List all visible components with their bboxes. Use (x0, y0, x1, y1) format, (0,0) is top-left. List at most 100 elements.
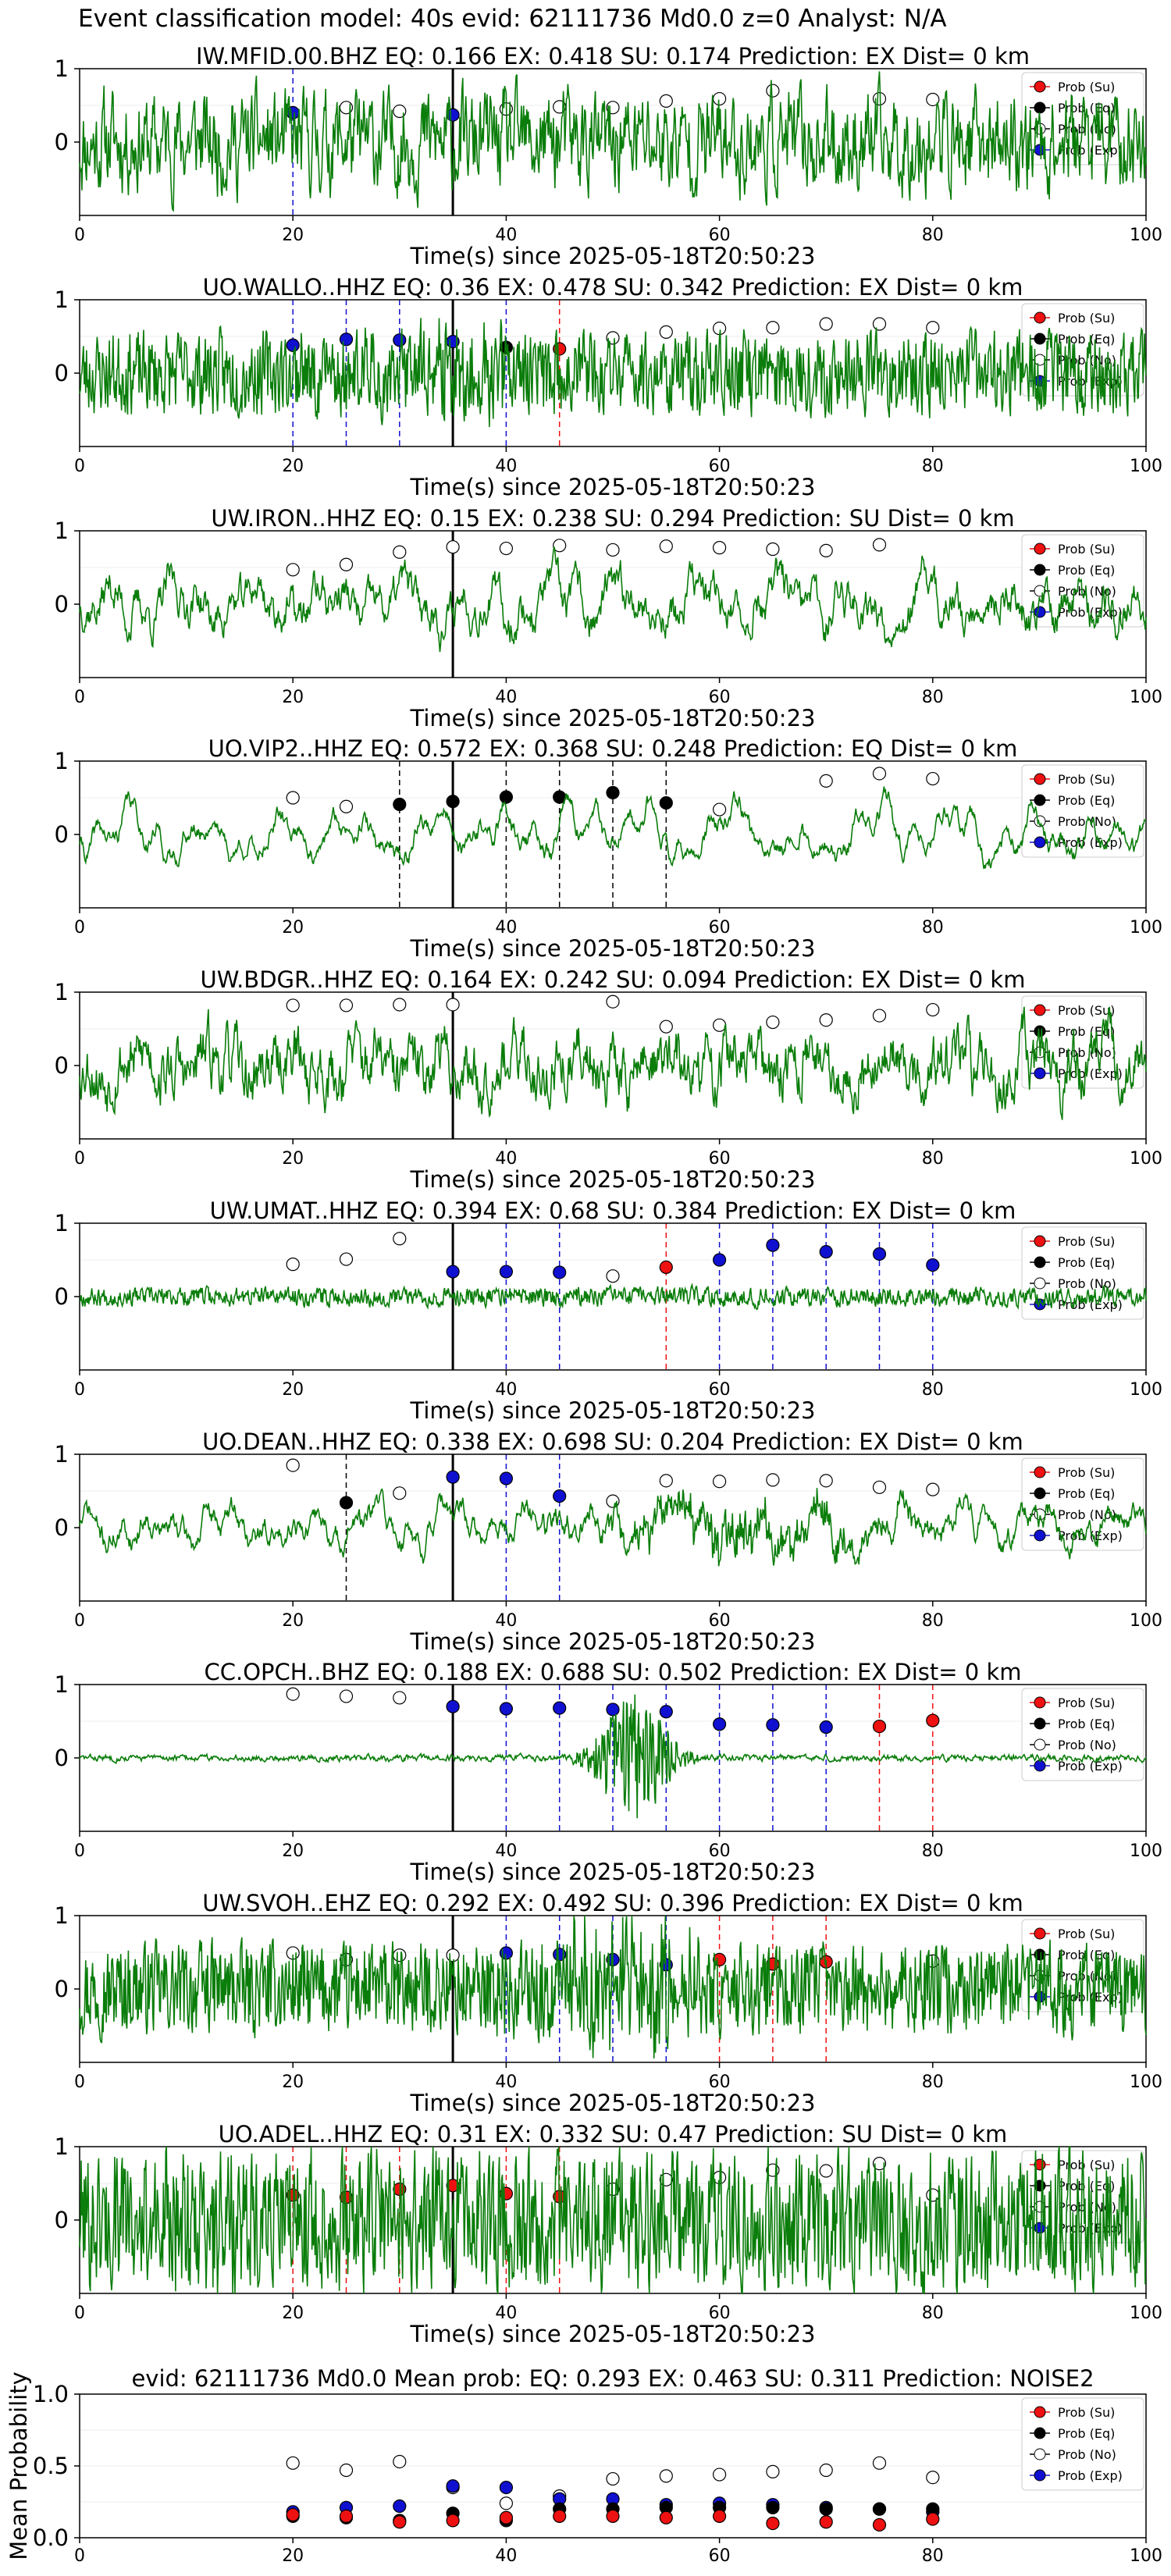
prob-marker-no (393, 1948, 407, 1962)
x-tick-label: 80 (922, 1611, 944, 1631)
panel-uo-wallo--hhz: UO.WALLO..HHZ EQ: 0.36 EX: 0.478 SU: 0.3… (55, 274, 1162, 500)
y-tick-label: 1 (55, 1671, 69, 1698)
mean-marker-eq (766, 2500, 780, 2514)
prob-marker-no (766, 1473, 780, 1487)
prob-marker-exp (819, 1245, 833, 1259)
x-tick-label: 100 (1130, 226, 1162, 245)
x-tick-label: 40 (495, 1611, 517, 1631)
prob-marker-no (819, 317, 833, 331)
x-tick-label: 0 (74, 1149, 85, 1169)
prob-marker-no (712, 541, 727, 555)
y-tick-label: 0 (55, 360, 69, 386)
prob-marker-no (446, 998, 460, 1012)
prob-marker-no (393, 998, 407, 1012)
x-axis-label: Time(s) since 2025-05-18T20:50:23 (410, 1397, 816, 1424)
waveform-trace (79, 786, 1147, 870)
mean-marker-su (712, 2509, 727, 2523)
y-tick-label: 1 (55, 979, 69, 1005)
y-tick-label: 1 (55, 286, 69, 313)
legend-marker (1034, 1004, 1046, 1016)
panel-uo-dean--hhz: UO.DEAN..HHZ EQ: 0.338 EX: 0.698 SU: 0.2… (55, 1429, 1162, 1655)
mean-marker-no (393, 2454, 407, 2469)
legend-marker (1034, 543, 1046, 555)
y-tick-label: 1.0 (33, 2381, 69, 2407)
mean-marker-su (499, 2510, 514, 2524)
legend-label: Prob (Eq) (1058, 1024, 1115, 1039)
prob-marker-exp (606, 1703, 620, 1717)
legend-marker (1034, 333, 1046, 345)
prob-marker-no (553, 539, 567, 553)
x-tick-label: 0 (74, 457, 85, 476)
y-tick-label: 1 (55, 1902, 69, 1929)
prob-marker-no (659, 2172, 673, 2186)
x-tick-label: 0 (74, 1380, 85, 1400)
prob-marker-no (286, 1458, 300, 1472)
x-tick-label: 20 (282, 918, 304, 938)
x-tick-label: 0 (74, 1841, 85, 1861)
prob-marker-eq (606, 785, 620, 800)
panel-mean-probability: evid: 62111736 Md0.0 Mean prob: EQ: 0.29… (5, 2365, 1162, 2566)
prob-marker-exp (446, 1470, 460, 1484)
x-tick-label: 60 (709, 1841, 731, 1861)
mean-marker-su (339, 2509, 354, 2523)
prob-marker-no (926, 1002, 940, 1017)
prob-marker-no (286, 791, 300, 805)
legend-label: Prob (Exp) (1058, 1528, 1123, 1543)
x-tick-label: 60 (709, 2073, 731, 2092)
legend-label: Prob (Su) (1058, 1234, 1115, 1249)
prob-marker-no (872, 1009, 887, 1023)
x-tick-label: 40 (495, 457, 517, 476)
prob-marker-no (712, 802, 727, 817)
prob-marker-no (286, 1258, 300, 1272)
x-tick-label: 100 (1130, 1380, 1162, 1400)
legend-label: Prob (Eq) (1058, 332, 1115, 347)
waveform-trace (79, 1915, 1147, 2059)
x-axis-label: Time(s) since 2025-05-18T20:50:23 (410, 935, 816, 962)
x-tick-label: 100 (1130, 1841, 1162, 1861)
mean-marker-su (446, 2514, 460, 2528)
x-tick-label: 40 (495, 1841, 517, 1861)
prob-marker-exp (499, 1471, 514, 1485)
prob-marker-no (659, 1474, 673, 1488)
mean-marker-eq (872, 2502, 887, 2516)
prob-marker-no (606, 543, 620, 557)
prob-marker-no (872, 767, 887, 781)
x-tick-label: 40 (495, 2304, 517, 2323)
x-tick-label: 40 (495, 1380, 517, 1400)
prob-marker-exp (872, 1247, 887, 1261)
x-tick-label: 40 (495, 1149, 517, 1169)
legend-marker (1034, 1696, 1046, 1709)
mean-marker-no (499, 2496, 514, 2510)
waveform-trace (79, 1006, 1147, 1120)
prob-marker-exp (446, 1699, 460, 1713)
x-tick-label: 20 (282, 2304, 304, 2323)
legend-marker (1034, 1235, 1046, 1247)
prob-marker-no (446, 540, 460, 554)
x-tick-label: 80 (922, 918, 944, 938)
legend-label: Prob (Su) (1058, 772, 1115, 787)
panel-title: UW.SVOH..EHZ EQ: 0.292 EX: 0.492 SU: 0.3… (202, 1890, 1023, 1916)
legend-marker (1034, 1759, 1046, 1772)
legend-label: Prob (Su) (1058, 2405, 1115, 2420)
y-tick-label: 1 (55, 55, 69, 82)
panel-uo-adel--hhz: UO.ADEL..HHZ EQ: 0.31 EX: 0.332 SU: 0.47… (55, 2121, 1162, 2347)
prob-marker-exp (659, 1705, 673, 1719)
panel-uw-iron--hhz: UW.IRON..HHZ EQ: 0.15 EX: 0.238 SU: 0.29… (55, 505, 1162, 731)
x-tick-label: 100 (1130, 1611, 1162, 1631)
legend-marker (1034, 773, 1046, 785)
mean-marker-su (659, 2510, 673, 2524)
legend-marker (1034, 564, 1046, 576)
x-tick-label: 60 (709, 688, 731, 707)
x-tick-label: 20 (282, 2546, 304, 2566)
panel-cc-opch--bhz: CC.OPCH..BHZ EQ: 0.188 EX: 0.688 SU: 0.5… (55, 1659, 1162, 1885)
x-tick-label: 60 (709, 226, 731, 245)
prob-marker-no (872, 317, 887, 331)
legend-label: Prob (No) (1058, 584, 1116, 599)
y-tick-label: 0 (55, 2207, 69, 2233)
x-tick-label: 20 (282, 2073, 304, 2092)
prob-marker-no (766, 1015, 780, 1030)
legend-label: Prob (Exp) (1058, 2468, 1123, 2483)
mean-marker-su (872, 2517, 887, 2532)
prob-marker-no (393, 1691, 407, 1705)
y-tick-label: 1 (55, 2133, 69, 2160)
